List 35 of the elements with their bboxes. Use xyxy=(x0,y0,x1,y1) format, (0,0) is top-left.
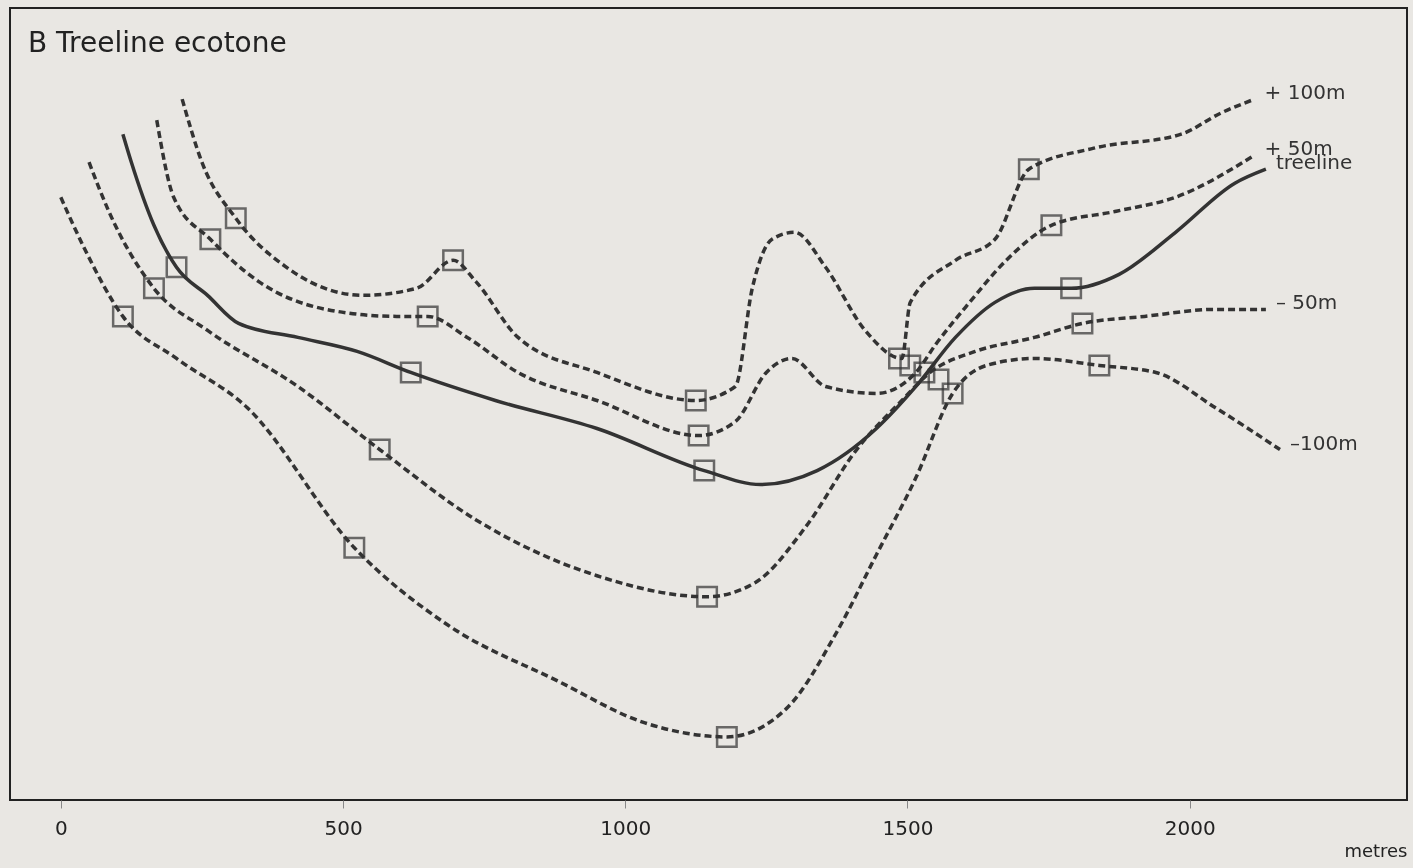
point xyxy=(1071,312,1094,335)
point xyxy=(416,305,439,328)
point xyxy=(142,277,165,300)
point xyxy=(687,424,710,447)
point xyxy=(941,382,964,405)
point xyxy=(684,389,707,412)
x-axis-title: metres xyxy=(1344,839,1408,861)
x-tick-label: 2000 xyxy=(1164,815,1216,840)
chart-title: B Treeline ecotone xyxy=(28,26,287,59)
point xyxy=(693,459,716,482)
point xyxy=(899,354,922,377)
point xyxy=(368,438,391,461)
series-label: + 100m xyxy=(1264,80,1346,105)
point xyxy=(343,536,366,559)
point xyxy=(888,347,910,370)
point xyxy=(1017,158,1040,181)
point xyxy=(1040,214,1063,237)
point xyxy=(1060,277,1083,300)
series-label: –100m xyxy=(1290,430,1358,455)
point xyxy=(165,256,188,279)
series-label: – 50m xyxy=(1275,290,1338,315)
point xyxy=(399,361,422,384)
x-tick-label: 500 xyxy=(324,815,363,840)
point xyxy=(927,368,950,391)
point xyxy=(111,305,134,328)
x-tick-label: 1000 xyxy=(600,815,652,840)
point xyxy=(696,585,719,608)
x-tick-label: 0 xyxy=(54,815,68,840)
point xyxy=(224,207,247,230)
point xyxy=(1088,354,1111,377)
point xyxy=(442,249,465,272)
point xyxy=(913,361,936,384)
point xyxy=(715,725,738,748)
point xyxy=(199,228,222,251)
x-tick-label: 1500 xyxy=(882,815,934,840)
